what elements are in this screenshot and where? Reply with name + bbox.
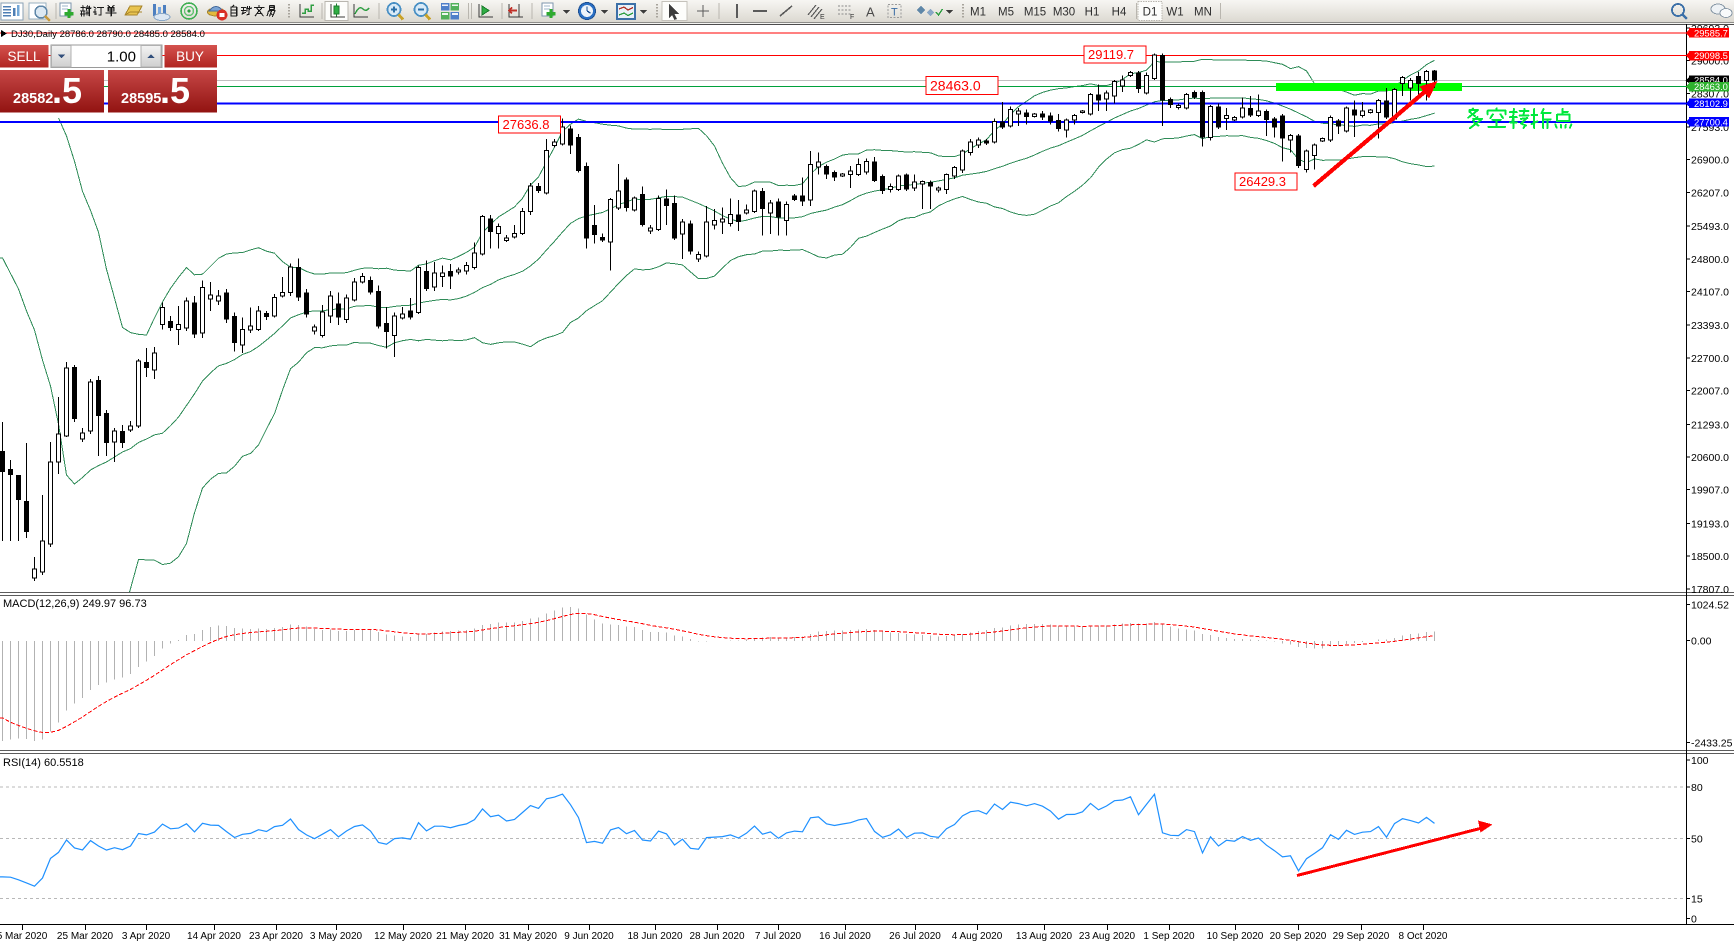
svg-text:28 Jun 2020: 28 Jun 2020 bbox=[689, 931, 744, 942]
svg-text:28463.0: 28463.0 bbox=[930, 78, 981, 94]
svg-text:25493.0: 25493.0 bbox=[1691, 221, 1729, 233]
svg-text:24107.0: 24107.0 bbox=[1691, 287, 1729, 299]
svg-text:10 Sep 2020: 10 Sep 2020 bbox=[1207, 931, 1264, 942]
svg-text:19907.0: 19907.0 bbox=[1691, 485, 1729, 497]
svg-text:SELL: SELL bbox=[7, 49, 41, 64]
svg-text:E: E bbox=[820, 14, 825, 21]
svg-text:29119.7: 29119.7 bbox=[1088, 47, 1134, 62]
svg-text:19193.0: 19193.0 bbox=[1691, 518, 1729, 530]
svg-text:16 Jul 2020: 16 Jul 2020 bbox=[819, 931, 871, 942]
svg-text:M1: M1 bbox=[970, 7, 986, 19]
svg-text:100: 100 bbox=[1691, 755, 1709, 767]
svg-text:28595: 28595 bbox=[121, 91, 161, 107]
svg-text:28463.0: 28463.0 bbox=[1694, 81, 1728, 92]
svg-text:23 Aug 2020: 23 Aug 2020 bbox=[1079, 931, 1136, 942]
svg-text:21 May 2020: 21 May 2020 bbox=[436, 931, 494, 942]
svg-text:0.00: 0.00 bbox=[1691, 636, 1712, 648]
svg-text:.5: .5 bbox=[52, 70, 82, 111]
svg-text:22007.0: 22007.0 bbox=[1691, 386, 1729, 398]
svg-text:T: T bbox=[891, 7, 898, 19]
svg-text:29585.7: 29585.7 bbox=[1694, 27, 1728, 38]
svg-text:28102.9: 28102.9 bbox=[1694, 98, 1728, 109]
svg-text:RSI(14) 60.5518: RSI(14) 60.5518 bbox=[3, 757, 84, 769]
svg-text:17807.0: 17807.0 bbox=[1691, 584, 1729, 596]
svg-text:H1: H1 bbox=[1085, 7, 1100, 19]
svg-text:80: 80 bbox=[1691, 782, 1703, 794]
svg-text:18 Jun 2020: 18 Jun 2020 bbox=[627, 931, 682, 942]
svg-text:1 Sep 2020: 1 Sep 2020 bbox=[1143, 931, 1195, 942]
svg-text:M15: M15 bbox=[1024, 7, 1046, 19]
svg-text:27636.8: 27636.8 bbox=[503, 117, 550, 132]
svg-text:25 Mar 2020: 25 Mar 2020 bbox=[57, 931, 114, 942]
svg-text:28582: 28582 bbox=[13, 91, 53, 107]
svg-text:BUY: BUY bbox=[176, 49, 204, 64]
svg-text:14 Apr 2020: 14 Apr 2020 bbox=[187, 931, 241, 942]
svg-text:23393.0: 23393.0 bbox=[1691, 320, 1729, 332]
svg-text:8 Oct 2020: 8 Oct 2020 bbox=[1399, 931, 1448, 942]
svg-text:20600.0: 20600.0 bbox=[1691, 452, 1729, 464]
svg-text:3 Apr 2020: 3 Apr 2020 bbox=[122, 931, 171, 942]
svg-text:31 May 2020: 31 May 2020 bbox=[499, 931, 557, 942]
svg-text:18500.0: 18500.0 bbox=[1691, 551, 1729, 563]
svg-text:26207.0: 26207.0 bbox=[1691, 187, 1729, 199]
svg-text:M30: M30 bbox=[1053, 7, 1075, 19]
svg-text:5 Mar 2020: 5 Mar 2020 bbox=[0, 931, 48, 942]
svg-text:21293.0: 21293.0 bbox=[1691, 419, 1729, 431]
svg-text:26900.0: 26900.0 bbox=[1691, 155, 1729, 167]
svg-text:H4: H4 bbox=[1112, 7, 1127, 19]
svg-text:26 Jul 2020: 26 Jul 2020 bbox=[889, 931, 941, 942]
svg-text:29098.5: 29098.5 bbox=[1694, 50, 1728, 61]
svg-text:26429.3: 26429.3 bbox=[1239, 174, 1286, 189]
svg-text:1.00: 1.00 bbox=[107, 49, 136, 66]
svg-text:4 Aug 2020: 4 Aug 2020 bbox=[952, 931, 1003, 942]
svg-text:W1: W1 bbox=[1166, 7, 1183, 19]
svg-text:F: F bbox=[850, 14, 854, 21]
svg-text:7 Jul 2020: 7 Jul 2020 bbox=[755, 931, 802, 942]
svg-text:MACD(12,26,9) 249.97 96.73: MACD(12,26,9) 249.97 96.73 bbox=[3, 598, 147, 610]
svg-text:15: 15 bbox=[1691, 893, 1703, 905]
svg-text:20 Sep 2020: 20 Sep 2020 bbox=[1270, 931, 1327, 942]
svg-text:13 Aug 2020: 13 Aug 2020 bbox=[1016, 931, 1073, 942]
svg-text:1024.52: 1024.52 bbox=[1691, 600, 1729, 612]
svg-text:-2433.25: -2433.25 bbox=[1691, 738, 1733, 750]
svg-text:A: A bbox=[866, 5, 875, 20]
svg-text:.5: .5 bbox=[160, 70, 190, 111]
svg-text:29 Sep 2020: 29 Sep 2020 bbox=[1333, 931, 1390, 942]
svg-text:12 May 2020: 12 May 2020 bbox=[374, 931, 432, 942]
svg-text:50: 50 bbox=[1691, 834, 1703, 846]
svg-text:M5: M5 bbox=[998, 7, 1014, 19]
svg-text:28584.0: 28584.0 bbox=[1694, 75, 1728, 86]
svg-text:23 Apr 2020: 23 Apr 2020 bbox=[249, 931, 303, 942]
svg-text:DJ30,Daily 28786.0 28790.0 28: DJ30,Daily 28786.0 28790.0 28485.0 28584… bbox=[11, 29, 205, 40]
svg-text:24800.0: 24800.0 bbox=[1691, 254, 1729, 266]
svg-text:3 May 2020: 3 May 2020 bbox=[310, 931, 363, 942]
svg-text:27700.4: 27700.4 bbox=[1694, 116, 1728, 127]
svg-text:D1: D1 bbox=[1143, 7, 1158, 19]
svg-text:22700.0: 22700.0 bbox=[1691, 353, 1729, 365]
svg-text:9 Jun 2020: 9 Jun 2020 bbox=[564, 931, 614, 942]
svg-text:MN: MN bbox=[1194, 7, 1212, 19]
svg-text:0: 0 bbox=[1691, 914, 1697, 926]
